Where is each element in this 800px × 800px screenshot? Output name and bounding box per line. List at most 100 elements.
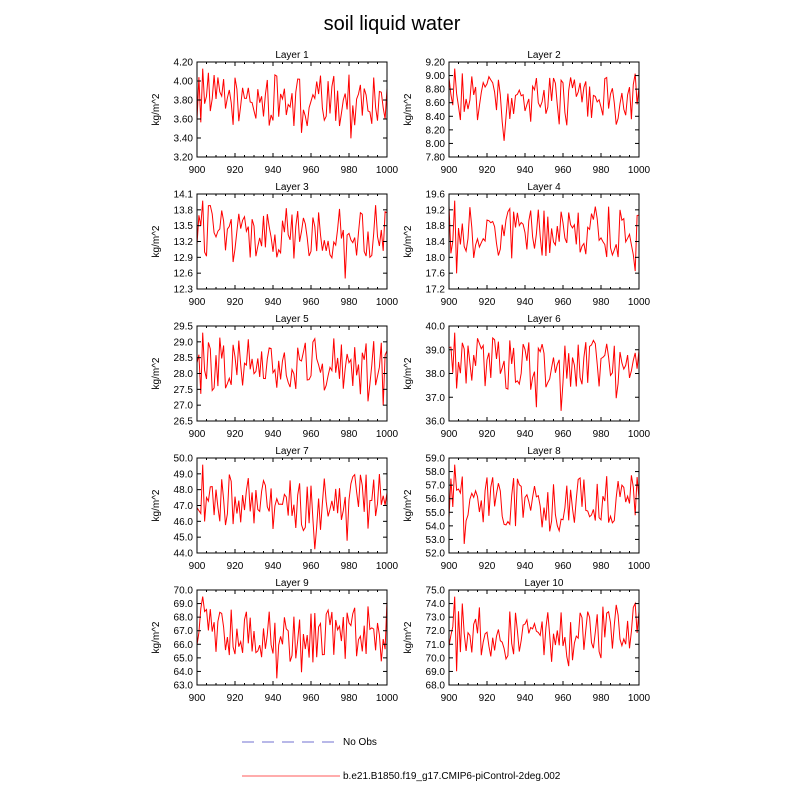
x-tick-label: 920 xyxy=(479,693,496,704)
y-axis-label: kg/m^2 xyxy=(151,489,162,521)
series-line xyxy=(448,464,640,544)
panel-title: Layer 2 xyxy=(527,50,561,61)
panel-4: Layer 4 900 920 940 960 980 1000 17.2 17.6 18.0 18… xyxy=(403,182,651,308)
panel-5: Layer 5 900 920 940 960 980 1000 26.5 27.0 27.5 28… xyxy=(151,314,399,440)
x-tick-label: 940 xyxy=(265,429,282,440)
y-tick-label: 4.00 xyxy=(174,77,194,88)
x-tick-label: 960 xyxy=(555,165,572,176)
y-tick-label: 18.4 xyxy=(426,237,446,248)
series-line xyxy=(196,68,388,139)
y-tick-label: 28.0 xyxy=(174,369,194,380)
panel-title: Layer 5 xyxy=(275,314,309,325)
y-tick-label: 36.0 xyxy=(426,417,446,428)
y-axis-label: kg/m^2 xyxy=(403,489,414,521)
x-tick-label: 1000 xyxy=(376,297,399,308)
y-tick-label: 19.2 xyxy=(426,205,446,216)
panel-2: Layer 2 900 920 940 960 980 1000 7.80 8.00 8.20 8.… xyxy=(403,50,651,176)
x-tick-label: 900 xyxy=(189,429,206,440)
y-tick-label: 63.0 xyxy=(174,681,194,692)
x-tick-label: 1000 xyxy=(628,693,651,704)
y-tick-label: 12.6 xyxy=(174,269,194,280)
y-tick-label: 3.80 xyxy=(174,96,194,107)
y-tick-label: 67.0 xyxy=(174,626,194,637)
series-line xyxy=(196,332,388,406)
x-tick-label: 1000 xyxy=(376,429,399,440)
plot-frame xyxy=(448,61,640,158)
plot-frame xyxy=(196,589,388,686)
panel-1: Layer 1 900 920 940 960 980 1000 3.20 3.40 3.60 3.… xyxy=(151,50,399,176)
x-tick-label: 900 xyxy=(441,297,458,308)
y-tick-label: 56.0 xyxy=(426,494,446,505)
x-tick-label: 940 xyxy=(265,297,282,308)
y-tick-label: 13.5 xyxy=(174,221,194,232)
x-tick-label: 920 xyxy=(479,165,496,176)
y-tick-label: 72.0 xyxy=(426,626,446,637)
y-tick-label: 28.5 xyxy=(174,353,194,364)
plot-frame xyxy=(448,589,640,686)
figure-title: soil liquid water xyxy=(324,13,461,35)
x-tick-label: 1000 xyxy=(628,429,651,440)
series-line xyxy=(196,200,388,279)
y-tick-label: 17.2 xyxy=(426,285,446,296)
y-tick-label: 12.3 xyxy=(174,285,194,296)
y-tick-label: 57.0 xyxy=(426,481,446,492)
y-tick-label: 75.0 xyxy=(426,586,446,597)
y-axis-label: kg/m^2 xyxy=(151,93,162,125)
y-tick-label: 3.40 xyxy=(174,134,194,145)
x-tick-label: 980 xyxy=(341,165,358,176)
x-tick-label: 920 xyxy=(479,561,496,572)
x-tick-label: 940 xyxy=(517,561,534,572)
y-tick-label: 13.8 xyxy=(174,205,194,216)
x-tick-label: 940 xyxy=(517,297,534,308)
x-tick-label: 920 xyxy=(227,561,244,572)
x-tick-label: 980 xyxy=(593,165,610,176)
y-tick-label: 52.0 xyxy=(426,549,446,560)
series-line xyxy=(196,596,388,679)
y-tick-label: 9.00 xyxy=(426,71,446,82)
x-tick-label: 920 xyxy=(227,693,244,704)
x-tick-label: 940 xyxy=(265,561,282,572)
y-tick-label: 44.0 xyxy=(174,549,194,560)
x-tick-label: 940 xyxy=(517,429,534,440)
plot-frame xyxy=(196,193,388,290)
y-tick-label: 49.0 xyxy=(174,469,194,480)
panel-title: Layer 9 xyxy=(275,578,309,589)
y-axis-label: kg/m^2 xyxy=(403,621,414,653)
x-tick-label: 900 xyxy=(441,693,458,704)
y-tick-label: 50.0 xyxy=(174,454,194,465)
legend-model-label: b.e21.B1850.f19_g17.CMIP6-piControl-2deg… xyxy=(343,771,561,782)
panel-title: Layer 4 xyxy=(527,182,561,193)
x-tick-label: 920 xyxy=(227,429,244,440)
panel-title: Layer 1 xyxy=(275,50,309,61)
y-tick-label: 29.0 xyxy=(174,337,194,348)
x-tick-label: 920 xyxy=(479,429,496,440)
legend-no-obs-label: No Obs xyxy=(343,737,377,748)
panel-6: Layer 6 900 920 940 960 980 1000 36.0 37.0 38.0 39… xyxy=(403,314,651,440)
y-tick-label: 4.20 xyxy=(174,58,194,69)
x-tick-label: 960 xyxy=(555,429,572,440)
y-tick-label: 38.0 xyxy=(426,369,446,380)
x-tick-label: 900 xyxy=(441,429,458,440)
x-tick-label: 960 xyxy=(303,297,320,308)
x-tick-label: 1000 xyxy=(376,165,399,176)
y-tick-label: 69.0 xyxy=(426,667,446,678)
y-tick-label: 12.9 xyxy=(174,253,194,264)
y-tick-label: 17.6 xyxy=(426,269,446,280)
panel-7: Layer 7 900 920 940 960 980 1000 44.0 45.0 46.0 47… xyxy=(151,446,399,572)
x-tick-label: 1000 xyxy=(376,561,399,572)
x-tick-label: 940 xyxy=(265,165,282,176)
y-axis-label: kg/m^2 xyxy=(403,93,414,125)
panel-title: Layer 8 xyxy=(527,446,561,457)
y-tick-label: 8.60 xyxy=(426,98,446,109)
series-line xyxy=(448,332,640,411)
y-axis-label: kg/m^2 xyxy=(151,357,162,389)
y-tick-label: 68.0 xyxy=(426,681,446,692)
plot-frame xyxy=(196,61,388,158)
y-axis-label: kg/m^2 xyxy=(403,357,414,389)
x-tick-label: 920 xyxy=(227,165,244,176)
x-tick-label: 920 xyxy=(479,297,496,308)
x-tick-label: 960 xyxy=(303,693,320,704)
y-tick-label: 66.0 xyxy=(174,640,194,651)
y-axis-label: kg/m^2 xyxy=(151,621,162,653)
x-tick-label: 940 xyxy=(265,693,282,704)
